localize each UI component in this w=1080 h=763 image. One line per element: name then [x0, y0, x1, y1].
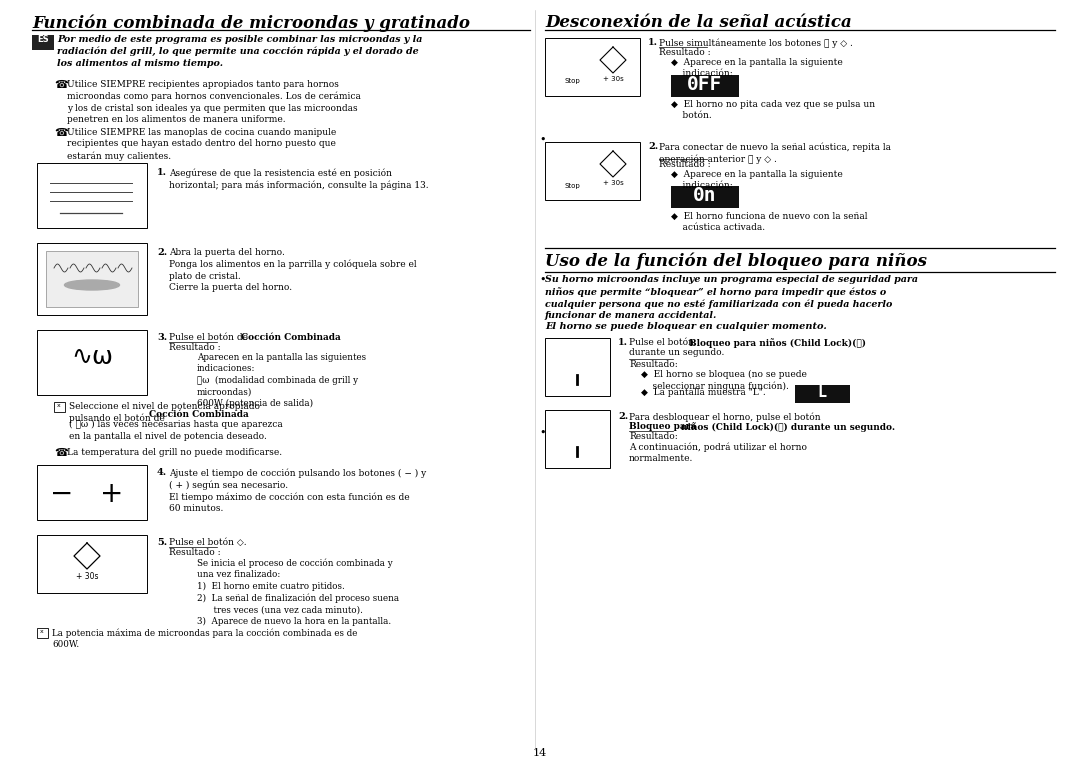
- Text: Cocción Combinada: Cocción Combinada: [241, 333, 341, 342]
- Text: Aparecen en la pantalla las siguientes
indicaciones:
∿ω  (modalidad combinada de: Aparecen en la pantalla las siguientes i…: [197, 353, 366, 408]
- Text: Abra la puerta del horno.
Ponga los alimentos en la parrilla y colóquela sobre e: Abra la puerta del horno. Ponga los alim…: [168, 248, 417, 292]
- Text: Utilice SIEMPRE las manoplas de cocina cuando manipule
recipientes que hayan est: Utilice SIEMPRE las manoplas de cocina c…: [67, 128, 336, 160]
- Text: 0n: 0n: [693, 186, 717, 205]
- Text: Resultado:: Resultado:: [629, 432, 678, 441]
- Text: Para desbloquear el horno, pulse el botón: Para desbloquear el horno, pulse el botó…: [629, 412, 824, 421]
- Bar: [545, 142, 640, 200]
- Text: Desconexión de la señal acústica: Desconexión de la señal acústica: [545, 14, 852, 31]
- Circle shape: [573, 443, 581, 451]
- Text: 2.: 2.: [648, 142, 658, 151]
- Text: Resultado :: Resultado :: [168, 343, 220, 352]
- Text: ∿ω: ∿ω: [71, 345, 113, 369]
- Bar: [563, 366, 591, 386]
- Text: Utilice SIEMPRE recipientes apropiados tanto para hornos
microondas como para ho: Utilice SIEMPRE recipientes apropiados t…: [67, 80, 361, 124]
- Text: La potencia máxima de microondas para la cocción combinada es de
600W.: La potencia máxima de microondas para la…: [52, 628, 357, 649]
- Text: •: •: [539, 275, 545, 285]
- Text: Resultado :: Resultado :: [659, 48, 711, 57]
- Bar: [46, 251, 138, 307]
- Text: Seleccione el nivel de potencia apropiado
pulsando el botón de: Seleccione el nivel de potencia apropiad…: [69, 402, 260, 423]
- Text: ◆  Aparece en la pantalla la siguiente
    indicación:: ◆ Aparece en la pantalla la siguiente in…: [671, 170, 842, 191]
- Text: +: +: [100, 480, 124, 508]
- Text: 5.: 5.: [157, 538, 167, 547]
- Text: −: −: [51, 480, 73, 508]
- Ellipse shape: [65, 280, 120, 290]
- Text: La temperatura del grill no puede modificarse.: La temperatura del grill no puede modifi…: [67, 448, 282, 457]
- Bar: [37, 465, 147, 520]
- Bar: [671, 75, 739, 97]
- Text: ◆  El horno no pita cada vez que se pulsa un
    botón.: ◆ El horno no pita cada vez que se pulsa…: [671, 100, 875, 121]
- Text: x: x: [57, 403, 60, 408]
- Bar: [54, 402, 65, 412]
- Text: Resultado :: Resultado :: [168, 548, 220, 557]
- Text: Bloqueo para niños (Child Lock)(⚿): Bloqueo para niños (Child Lock)(⚿): [689, 338, 866, 348]
- Text: 2.: 2.: [618, 412, 629, 421]
- Text: + 30s: + 30s: [603, 76, 623, 82]
- Bar: [37, 163, 147, 228]
- Text: 2.: 2.: [157, 248, 167, 257]
- Text: Pulse el botón: Pulse el botón: [629, 338, 697, 347]
- Text: x: x: [40, 629, 44, 634]
- Bar: [795, 385, 850, 403]
- Text: ☎: ☎: [54, 448, 68, 458]
- Bar: [32, 35, 54, 50]
- Text: 0FF: 0FF: [687, 75, 723, 94]
- Bar: [37, 330, 147, 395]
- Text: Ajuste el tiempo de cocción pulsando los botones ( − ) y
( + ) según sea necesar: Ajuste el tiempo de cocción pulsando los…: [168, 468, 427, 513]
- Text: Stop: Stop: [564, 183, 580, 189]
- Bar: [545, 338, 610, 396]
- Text: 3.: 3.: [157, 333, 167, 342]
- Text: 4.: 4.: [157, 468, 167, 477]
- Polygon shape: [564, 160, 580, 173]
- Text: 1.: 1.: [618, 338, 627, 347]
- Text: L: L: [818, 385, 826, 400]
- Bar: [671, 186, 739, 208]
- Text: + 30s: + 30s: [76, 572, 98, 581]
- Text: Su horno microondas incluye un programa especial de seguridad para
niños que per: Su horno microondas incluye un programa …: [545, 275, 918, 320]
- Text: Bloqueo para: Bloqueo para: [629, 422, 697, 431]
- Text: durante un segundo.: durante un segundo.: [629, 348, 725, 357]
- Bar: [37, 535, 147, 593]
- Text: 1.: 1.: [648, 38, 658, 47]
- Text: Pulse el botón ◇.: Pulse el botón ◇.: [168, 538, 246, 547]
- Bar: [563, 438, 591, 458]
- Text: A continuación, podrá utilizar el horno
normalmente.: A continuación, podrá utilizar el horno …: [629, 442, 807, 463]
- Text: Se inicia el proceso de cocción combinada y
una vez finalizado:
1)  El horno emi: Se inicia el proceso de cocción combinad…: [197, 558, 400, 626]
- Text: + 30s: + 30s: [603, 180, 623, 186]
- Text: ◆  Aparece en la pantalla la siguiente
    indicación:: ◆ Aparece en la pantalla la siguiente in…: [671, 58, 842, 79]
- Text: ☎: ☎: [54, 128, 68, 138]
- Text: ☎: ☎: [54, 80, 68, 90]
- Bar: [545, 38, 640, 96]
- Text: niños (Child Lock)(⚿) durante un segundo.: niños (Child Lock)(⚿) durante un segundo…: [681, 422, 895, 432]
- Text: 1.: 1.: [157, 168, 167, 177]
- Circle shape: [573, 371, 581, 379]
- Text: ◆  El horno se bloquea (no se puede
    seleccionar ninguna función).: ◆ El horno se bloquea (no se puede selec…: [642, 370, 807, 391]
- Text: Asegúrese de que la resistencia esté en posición
horizontal; para más informació: Asegúrese de que la resistencia esté en …: [168, 168, 429, 190]
- Text: Stop: Stop: [564, 78, 580, 84]
- Text: Pulse el botón de: Pulse el botón de: [168, 333, 251, 342]
- Text: Uso de la función del bloqueo para niños: Uso de la función del bloqueo para niños: [545, 253, 927, 271]
- Text: Cocción Combinada: Cocción Combinada: [149, 410, 248, 419]
- Text: ◆  El horno funciona de nuevo con la señal
    acústica activada.: ◆ El horno funciona de nuevo con la seña…: [671, 212, 867, 233]
- Text: Pulse simultáneamente los botones Ⓣ y ◇ .: Pulse simultáneamente los botones Ⓣ y ◇ …: [659, 38, 853, 47]
- Text: Para conectar de nuevo la señal acústica, repita la
operación anterior Ⓣ y ◇ .: Para conectar de nuevo la señal acústica…: [659, 142, 891, 163]
- Bar: [545, 410, 610, 468]
- Bar: [37, 628, 48, 638]
- Text: •: •: [539, 135, 545, 145]
- Text: •: •: [539, 428, 545, 438]
- Text: Resultado :: Resultado :: [659, 160, 711, 169]
- Text: ES: ES: [37, 35, 49, 44]
- Text: El horno se puede bloquear en cualquier momento.: El horno se puede bloquear en cualquier …: [545, 322, 827, 331]
- Polygon shape: [564, 56, 580, 69]
- Text: Por medio de este programa es posible combinar las microondas y la
radiación del: Por medio de este programa es posible co…: [57, 35, 422, 68]
- Text: ◆  La pantalla muestra "L".: ◆ La pantalla muestra "L".: [642, 388, 766, 397]
- Text: ( ∿ω ) las veces necesarias hasta que aparezca
en la pantalla el nivel de potenc: ( ∿ω ) las veces necesarias hasta que ap…: [69, 420, 283, 440]
- Bar: [37, 243, 147, 315]
- Text: 14: 14: [532, 748, 548, 758]
- Text: Función combinada de microondas y gratinado: Función combinada de microondas y gratin…: [32, 14, 470, 31]
- Text: Resultado:: Resultado:: [629, 360, 678, 369]
